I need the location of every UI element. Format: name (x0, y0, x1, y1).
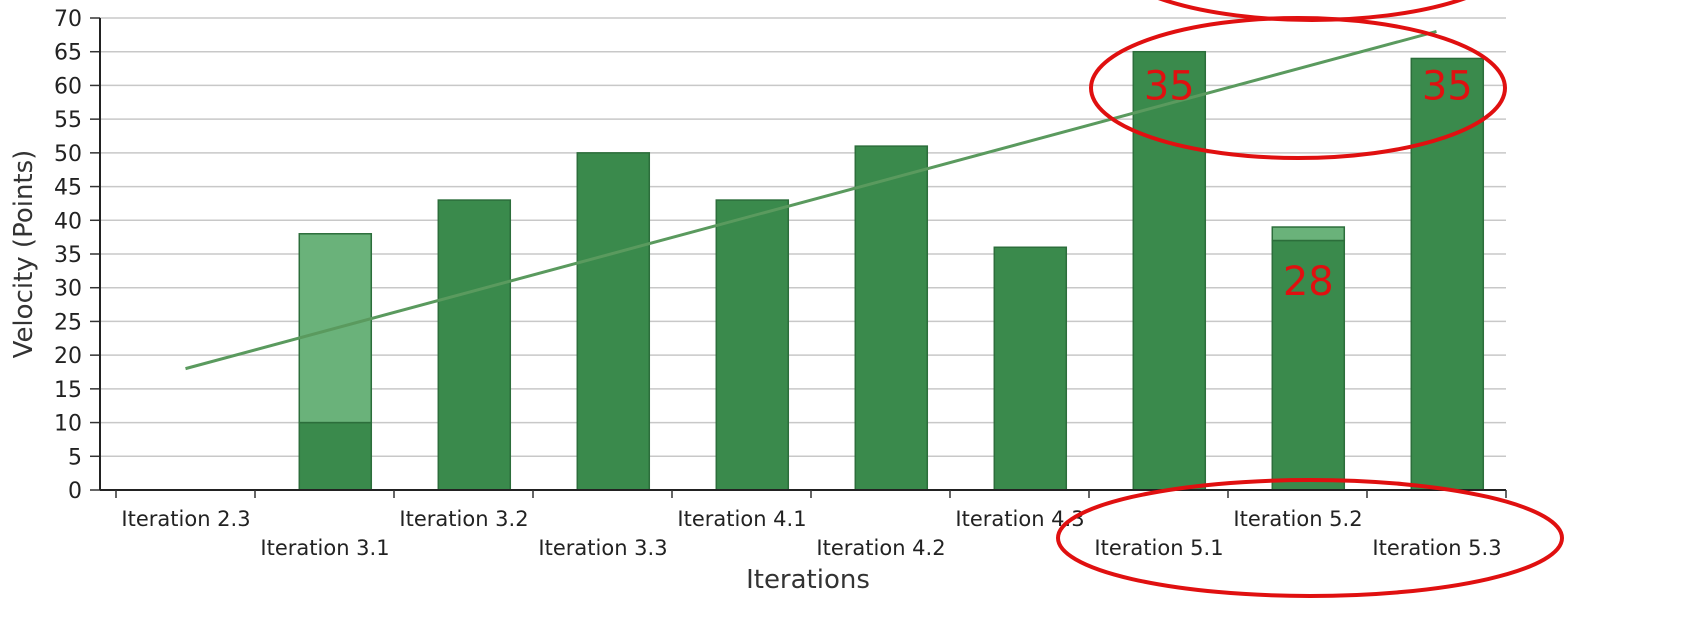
y-tick-label: 10 (54, 412, 82, 437)
bar-segment (1271, 226, 1346, 242)
x-tick-label: Iteration 3.2 (399, 507, 528, 531)
y-tick-label: 15 (54, 378, 82, 403)
y-tick-label: 65 (54, 41, 82, 66)
bar (576, 152, 651, 491)
x-tick-label: Iteration 5.3 (1372, 536, 1501, 560)
trend-line (185, 30, 1437, 371)
annotation-label: 35 (1144, 63, 1195, 109)
annotation-label: 28 (1283, 259, 1334, 305)
highlight-ellipse-labels (1056, 478, 1564, 598)
y-tick-label: 55 (54, 108, 82, 133)
bar (993, 246, 1068, 491)
y-tick-label: 50 (54, 142, 82, 167)
y-tick-label: 70 (54, 7, 82, 32)
x-axis-title: Iterations (746, 565, 870, 595)
y-tick-label: 25 (54, 310, 82, 335)
y-tick-label: 45 (54, 176, 82, 201)
x-tick-label: Iteration 3.1 (260, 536, 389, 560)
y-tick-label: 30 (54, 277, 82, 302)
y-tick-label: 5 (68, 445, 82, 470)
x-tick-label: Iteration 5.1 (1094, 536, 1223, 560)
x-tick-label: Iteration 3.3 (538, 536, 667, 560)
x-tick-label: Iteration 4.3 (955, 507, 1084, 531)
y-tick-label: 0 (68, 479, 82, 504)
bar (715, 199, 790, 491)
highlight-ellipse-top (1157, 0, 1467, 22)
x-tick-label: Iteration 2.3 (121, 507, 250, 531)
y-tick-label: 20 (54, 344, 82, 369)
y-tick-label: 35 (54, 243, 82, 268)
x-tick-label: Iteration 5.2 (1233, 507, 1362, 531)
bar (437, 199, 512, 491)
bar (1271, 239, 1346, 491)
bar (854, 145, 929, 491)
y-tick-label: 60 (54, 74, 82, 99)
y-tick-label: 40 (54, 209, 82, 234)
y-axis-title: Velocity (Points) (9, 150, 39, 359)
bar (298, 421, 373, 491)
x-tick-label: Iteration 4.1 (677, 507, 806, 531)
bar (1410, 57, 1485, 491)
annotation-label: 35 (1422, 63, 1473, 109)
bar (1132, 50, 1207, 491)
x-tick-label: Iteration 4.2 (816, 536, 945, 560)
